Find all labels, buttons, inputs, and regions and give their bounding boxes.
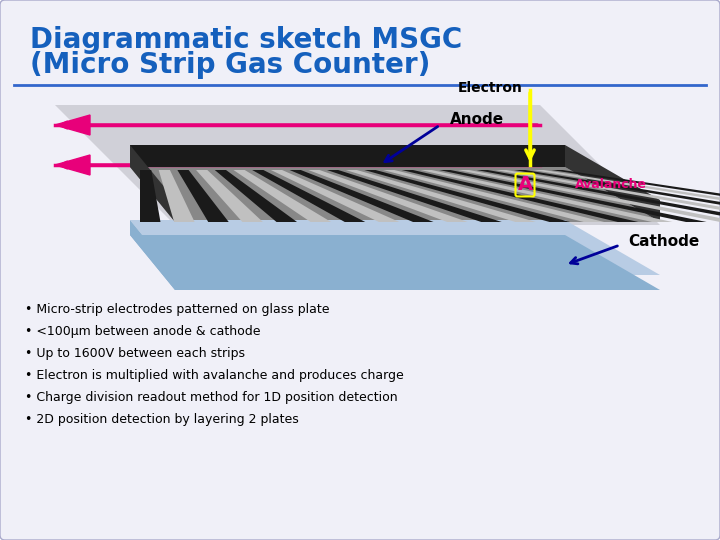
Polygon shape	[327, 170, 502, 222]
Polygon shape	[420, 170, 672, 222]
Polygon shape	[439, 170, 706, 222]
Polygon shape	[565, 145, 660, 222]
Polygon shape	[130, 145, 565, 167]
Polygon shape	[383, 170, 604, 222]
Polygon shape	[346, 170, 536, 222]
Polygon shape	[364, 170, 570, 222]
Polygon shape	[458, 170, 720, 222]
Text: • Charge division readout method for 1D position detection: • Charge division readout method for 1D …	[25, 392, 397, 404]
Text: • Up to 1600V between each strips: • Up to 1600V between each strips	[25, 348, 245, 361]
Text: Electron: Electron	[458, 81, 523, 95]
Polygon shape	[252, 170, 365, 222]
Polygon shape	[130, 167, 660, 222]
Text: • Micro-strip electrodes patterned on glass plate: • Micro-strip electrodes patterned on gl…	[25, 303, 330, 316]
Polygon shape	[514, 170, 720, 222]
Polygon shape	[495, 170, 720, 222]
Polygon shape	[55, 155, 90, 175]
Polygon shape	[140, 170, 161, 222]
Polygon shape	[271, 170, 400, 222]
Polygon shape	[402, 170, 639, 222]
Text: (Micro Strip Gas Counter): (Micro Strip Gas Counter)	[30, 51, 431, 79]
Text: A: A	[518, 176, 533, 194]
Polygon shape	[215, 170, 297, 222]
Polygon shape	[289, 170, 433, 222]
Polygon shape	[477, 170, 720, 222]
Text: • Electron is multiplied with avalanche and produces charge: • Electron is multiplied with avalanche …	[25, 369, 404, 382]
Polygon shape	[55, 115, 90, 135]
Polygon shape	[552, 170, 720, 222]
Text: Anode: Anode	[450, 112, 504, 127]
Polygon shape	[55, 105, 660, 225]
Polygon shape	[158, 170, 194, 222]
Text: Cathode: Cathode	[628, 234, 699, 249]
Polygon shape	[130, 220, 175, 290]
Polygon shape	[308, 170, 468, 222]
Text: • <100μm between anode & cathode: • <100μm between anode & cathode	[25, 326, 261, 339]
Polygon shape	[196, 170, 263, 222]
Polygon shape	[130, 220, 660, 275]
Polygon shape	[233, 170, 331, 222]
Text: Diagrammatic sketch MSGC: Diagrammatic sketch MSGC	[30, 26, 462, 54]
Text: Avalanche: Avalanche	[575, 179, 647, 192]
Polygon shape	[177, 170, 229, 222]
Polygon shape	[533, 170, 720, 222]
Text: • 2D position detection by layering 2 plates: • 2D position detection by layering 2 pl…	[25, 414, 299, 427]
Polygon shape	[130, 235, 660, 290]
Polygon shape	[130, 145, 175, 222]
